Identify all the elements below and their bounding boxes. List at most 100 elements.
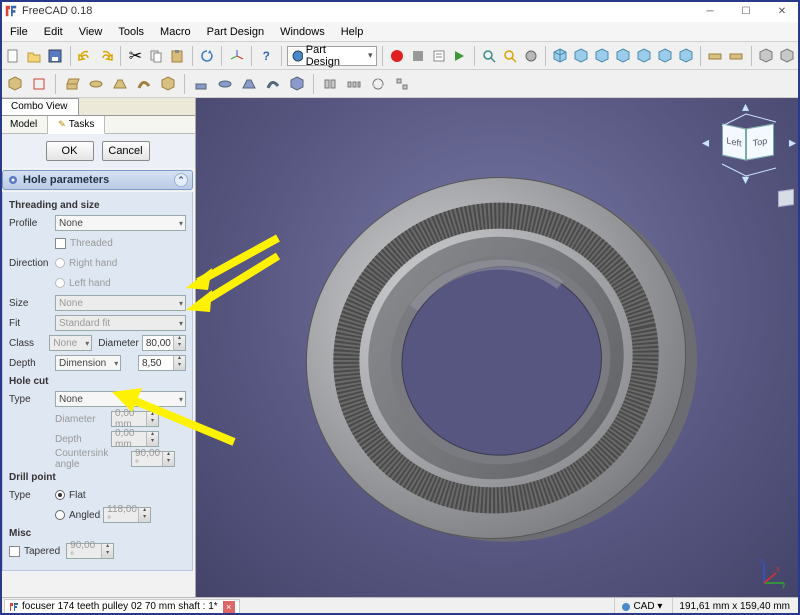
right-hand-label: Right hand: [69, 258, 117, 269]
axis-gizmo: z y x: [758, 559, 788, 589]
bottom-view-icon[interactable]: [655, 45, 674, 67]
revolve-icon[interactable]: [85, 73, 107, 95]
copy-icon[interactable]: [147, 45, 166, 67]
depth-spin[interactable]: 8,50: [138, 355, 186, 371]
profile-combo[interactable]: None: [55, 215, 186, 231]
zoom-fit-icon[interactable]: [480, 45, 499, 67]
menu-edit[interactable]: Edit: [36, 24, 71, 40]
class-combo: None: [49, 335, 92, 351]
menu-partdesign[interactable]: Part Design: [199, 24, 272, 40]
tab-tasks[interactable]: ✎Tasks: [48, 116, 105, 134]
part-cube2-icon[interactable]: [777, 45, 796, 67]
linear-pattern-icon[interactable]: [343, 73, 365, 95]
dimensions-cell: 191,61 mm x 159,40 mm: [672, 598, 796, 615]
part-cube-icon[interactable]: [756, 45, 775, 67]
sketch-icon[interactable]: [28, 73, 50, 95]
right-hand-radio: [55, 258, 65, 268]
menu-file[interactable]: File: [2, 24, 36, 40]
hc-diameter-label: Diameter: [55, 414, 111, 425]
groove-icon[interactable]: [238, 73, 260, 95]
panel-title: Hole parameters: [23, 174, 109, 186]
multi-transform-icon[interactable]: [391, 73, 413, 95]
diameter-spin[interactable]: 80,00: [142, 335, 186, 351]
angled-radio[interactable]: [55, 510, 65, 520]
document-tab[interactable]: focuser 174 teeth pulley 02 70 mm shaft …: [4, 599, 240, 614]
holecut-type-combo[interactable]: None: [55, 391, 186, 407]
pocket-icon[interactable]: [190, 73, 212, 95]
angled-value-spin: 118,00 °: [103, 507, 151, 523]
open-file-icon[interactable]: [25, 45, 44, 67]
maximize-button[interactable]: ☐: [728, 0, 764, 22]
nav-cube[interactable]: ▴ ▾ ◂ ▸ Left Top: [710, 104, 788, 182]
top-view-icon[interactable]: [593, 45, 612, 67]
polar-pattern-icon[interactable]: [367, 73, 389, 95]
draw-style-icon[interactable]: [521, 45, 540, 67]
save-icon[interactable]: [46, 45, 65, 67]
pad-additive-icon[interactable]: [157, 73, 179, 95]
right-view-icon[interactable]: [614, 45, 633, 67]
menu-windows[interactable]: Windows: [272, 24, 333, 40]
loft-icon[interactable]: [109, 73, 131, 95]
close-button[interactable]: ✕: [764, 0, 800, 22]
undo-icon[interactable]: [75, 45, 94, 67]
redo-icon[interactable]: [96, 45, 115, 67]
iso-view-icon[interactable]: [551, 45, 570, 67]
flat-radio[interactable]: [55, 490, 65, 500]
size-combo: None: [55, 295, 186, 311]
body-icon[interactable]: [4, 73, 26, 95]
angled-label: Angled: [69, 510, 100, 521]
tapered-spin: 90,00 °: [66, 543, 114, 559]
section-misc: Misc: [9, 528, 186, 539]
class-label: Class: [9, 338, 49, 349]
threaded-label: Threaded: [70, 238, 113, 249]
measure-toggle-icon[interactable]: [706, 45, 725, 67]
collapse-icon[interactable]: ⌃: [174, 173, 188, 187]
csk-spin: 90,00 °: [131, 451, 175, 467]
pencil-icon: ✎: [58, 119, 66, 130]
minimize-button[interactable]: ─: [692, 0, 728, 22]
left-view-icon[interactable]: [676, 45, 695, 67]
nav-cube-mini[interactable]: [778, 189, 794, 207]
zoom-region-icon[interactable]: [501, 45, 520, 67]
macro-list-icon[interactable]: [429, 45, 448, 67]
flat-label: Flat: [69, 490, 86, 501]
depth-combo[interactable]: Dimension: [55, 355, 121, 371]
macro-stop-icon[interactable]: [408, 45, 427, 67]
cancel-button[interactable]: Cancel: [102, 141, 150, 161]
front-view-icon[interactable]: [572, 45, 591, 67]
3d-viewport[interactable]: ▴ ▾ ◂ ▸ Left Top z y x: [196, 98, 800, 597]
macro-play-icon[interactable]: [450, 45, 469, 67]
diameter-label: Diameter: [98, 338, 139, 349]
section-drillpoint: Drill point: [9, 472, 186, 483]
sub-prim-icon[interactable]: [286, 73, 308, 95]
hole-icon[interactable]: [214, 73, 236, 95]
combo-view-panel: Combo View Model ✎Tasks OK Cancel Hole p…: [0, 98, 196, 597]
menu-view[interactable]: View: [71, 24, 111, 40]
new-file-icon[interactable]: [4, 45, 23, 67]
document-close-icon[interactable]: ×: [223, 601, 235, 613]
menu-macro[interactable]: Macro: [152, 24, 199, 40]
sub-sweep-icon[interactable]: [262, 73, 284, 95]
pad-icon[interactable]: [61, 73, 83, 95]
combo-view-tab[interactable]: Combo View: [0, 98, 79, 115]
menu-tools[interactable]: Tools: [110, 24, 152, 40]
tab-model[interactable]: Model: [0, 116, 48, 133]
nav-style-cell[interactable]: CAD ▾: [614, 598, 669, 615]
svg-text:y: y: [782, 582, 786, 589]
sweep-icon[interactable]: [133, 73, 155, 95]
ok-button[interactable]: OK: [46, 141, 94, 161]
menu-help[interactable]: Help: [333, 24, 372, 40]
tapered-checkbox[interactable]: [9, 546, 20, 557]
axis-icon[interactable]: [227, 45, 246, 67]
mirror-icon[interactable]: [319, 73, 341, 95]
task-buttons: OK Cancel: [0, 134, 195, 168]
macro-record-icon[interactable]: [387, 45, 406, 67]
cut-icon[interactable]: ✂: [126, 45, 145, 67]
workbench-selector[interactable]: Part Design: [287, 46, 377, 66]
refresh-icon[interactable]: [197, 45, 216, 67]
rear-view-icon[interactable]: [635, 45, 654, 67]
panel-header[interactable]: Hole parameters ⌃: [2, 170, 193, 190]
measure-clear-icon[interactable]: [727, 45, 746, 67]
whatsthis-icon[interactable]: ?: [257, 45, 276, 67]
paste-icon[interactable]: [168, 45, 187, 67]
